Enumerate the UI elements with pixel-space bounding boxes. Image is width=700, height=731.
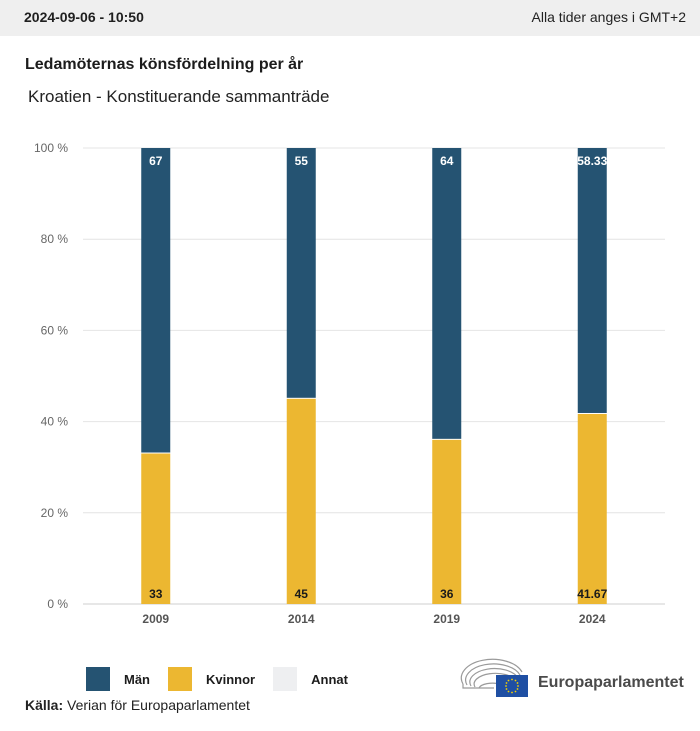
source-label: Källa: <box>25 697 64 713</box>
bar-segment-men <box>577 148 607 413</box>
timestamp: 2024-09-06 - 10:50 <box>24 9 144 25</box>
legend-swatch-men <box>86 667 110 691</box>
source-note: Källa: Verian för Europaparlamentet <box>25 697 250 713</box>
data-label-men: 55 <box>295 154 309 168</box>
data-label-men: 58.33 <box>577 154 607 168</box>
bar-segment-men <box>141 148 171 453</box>
legend-item-men[interactable]: Män <box>86 667 150 691</box>
legend-item-other[interactable]: Annat <box>273 667 348 691</box>
y-tick-label: 0 % <box>47 597 68 611</box>
bar-segment-women <box>141 453 171 604</box>
bar-segment-men <box>432 148 462 439</box>
bar-segment-women <box>432 439 462 604</box>
stacked-bar-chart: 0 % 20 % 40 % 60 % 80 % 100 % 67 33 2009 55 45 2014… <box>34 141 665 626</box>
data-label-women: 36 <box>440 587 454 601</box>
chart-title: Ledamöternas könsfördelning per år <box>25 56 304 73</box>
data-label-women: 45 <box>295 587 309 601</box>
bar-segment-women <box>577 413 607 604</box>
legend-label-women: Kvinnor <box>206 671 256 687</box>
y-tick-label: 20 % <box>41 506 69 520</box>
x-tick-label: 2014 <box>288 612 315 626</box>
legend: Män Kvinnor Annat <box>86 666 366 692</box>
x-tick-label: 2009 <box>142 612 169 626</box>
x-tick-label: 2024 <box>579 612 606 626</box>
y-tick-label: 80 % <box>41 232 69 246</box>
chart-subtitle: Kroatien - Konstituerande sammanträde <box>28 87 330 106</box>
bar-segment-women <box>286 398 316 604</box>
data-label-women: 41.67 <box>577 587 607 601</box>
bar-segment-men <box>286 148 316 398</box>
data-label-men: 64 <box>440 154 454 168</box>
legend-label-men: Män <box>124 671 150 687</box>
y-tick-label: 100 % <box>34 141 68 155</box>
data-label-women: 33 <box>149 587 163 601</box>
x-tick-label: 2019 <box>433 612 460 626</box>
y-tick-label: 40 % <box>41 415 69 429</box>
source-text: Verian för Europaparlamentet <box>67 697 250 713</box>
top-bar: 2024-09-06 - 10:50 Alla tider anges i GM… <box>0 0 700 36</box>
y-tick-label: 60 % <box>41 323 69 337</box>
logo-text: Europaparlamentet <box>538 674 684 691</box>
europarl-logo: Europaparlamentet <box>460 658 684 698</box>
data-label-men: 67 <box>149 154 163 168</box>
legend-swatch-women <box>168 667 192 691</box>
legend-swatch-other <box>273 667 298 691</box>
timezone-note: Alla tider anges i GMT+2 <box>531 9 686 25</box>
hemicycle-eu-flag-icon <box>460 658 528 697</box>
legend-label-other: Annat <box>311 671 348 687</box>
legend-item-women[interactable]: Kvinnor <box>168 667 255 691</box>
